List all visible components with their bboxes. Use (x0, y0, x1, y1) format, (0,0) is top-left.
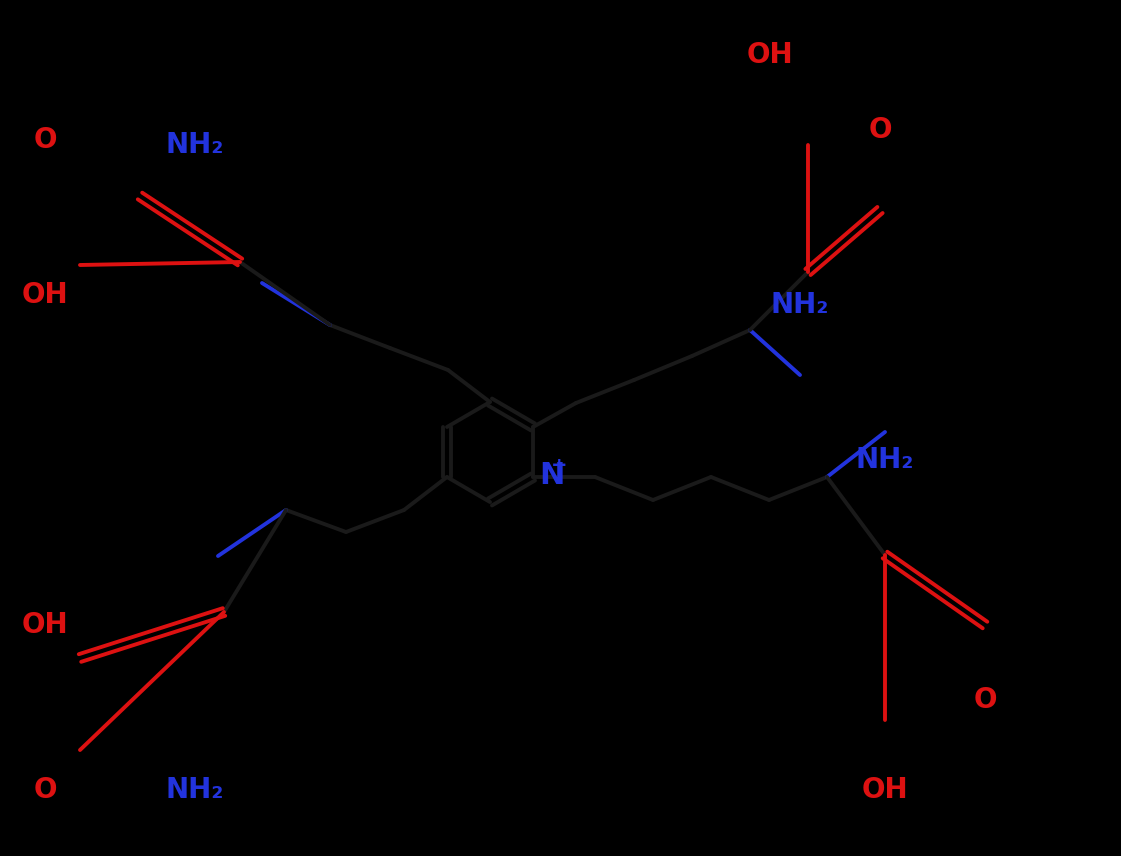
Text: NH₂: NH₂ (166, 131, 224, 159)
Text: O: O (34, 776, 57, 804)
Text: NH₂: NH₂ (166, 776, 224, 804)
Text: N: N (539, 461, 564, 490)
Text: O: O (869, 116, 891, 144)
Text: O: O (973, 686, 997, 714)
Text: O: O (34, 126, 57, 154)
Text: OH: OH (21, 611, 68, 639)
Text: OH: OH (862, 776, 908, 804)
Text: +: + (550, 455, 567, 474)
Text: NH₂: NH₂ (855, 446, 915, 474)
Text: OH: OH (747, 41, 794, 69)
Text: NH₂: NH₂ (771, 291, 830, 319)
Text: OH: OH (21, 281, 68, 309)
